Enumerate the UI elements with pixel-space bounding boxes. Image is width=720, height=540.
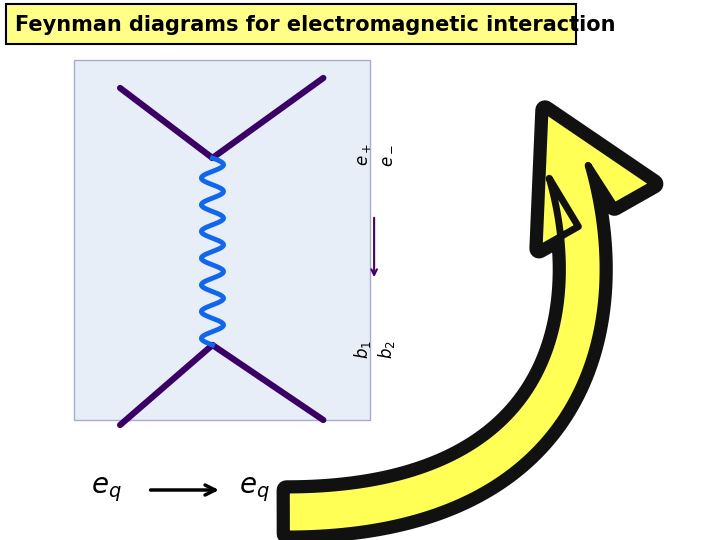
Text: Feynman diagrams for electromagnetic interaction: Feynman diagrams for electromagnetic int… <box>15 15 616 35</box>
Text: $b_1$
$b_2$: $b_1$ $b_2$ <box>351 341 397 360</box>
FancyBboxPatch shape <box>6 4 577 44</box>
Polygon shape <box>287 110 654 534</box>
Polygon shape <box>287 110 654 534</box>
Bar <box>74 60 369 420</box>
Text: $e_q$: $e_q$ <box>238 476 269 504</box>
Text: $e_q$: $e_q$ <box>91 476 122 504</box>
Text: $e_+$
$e_-$: $e_+$ $e_-$ <box>355 144 394 166</box>
